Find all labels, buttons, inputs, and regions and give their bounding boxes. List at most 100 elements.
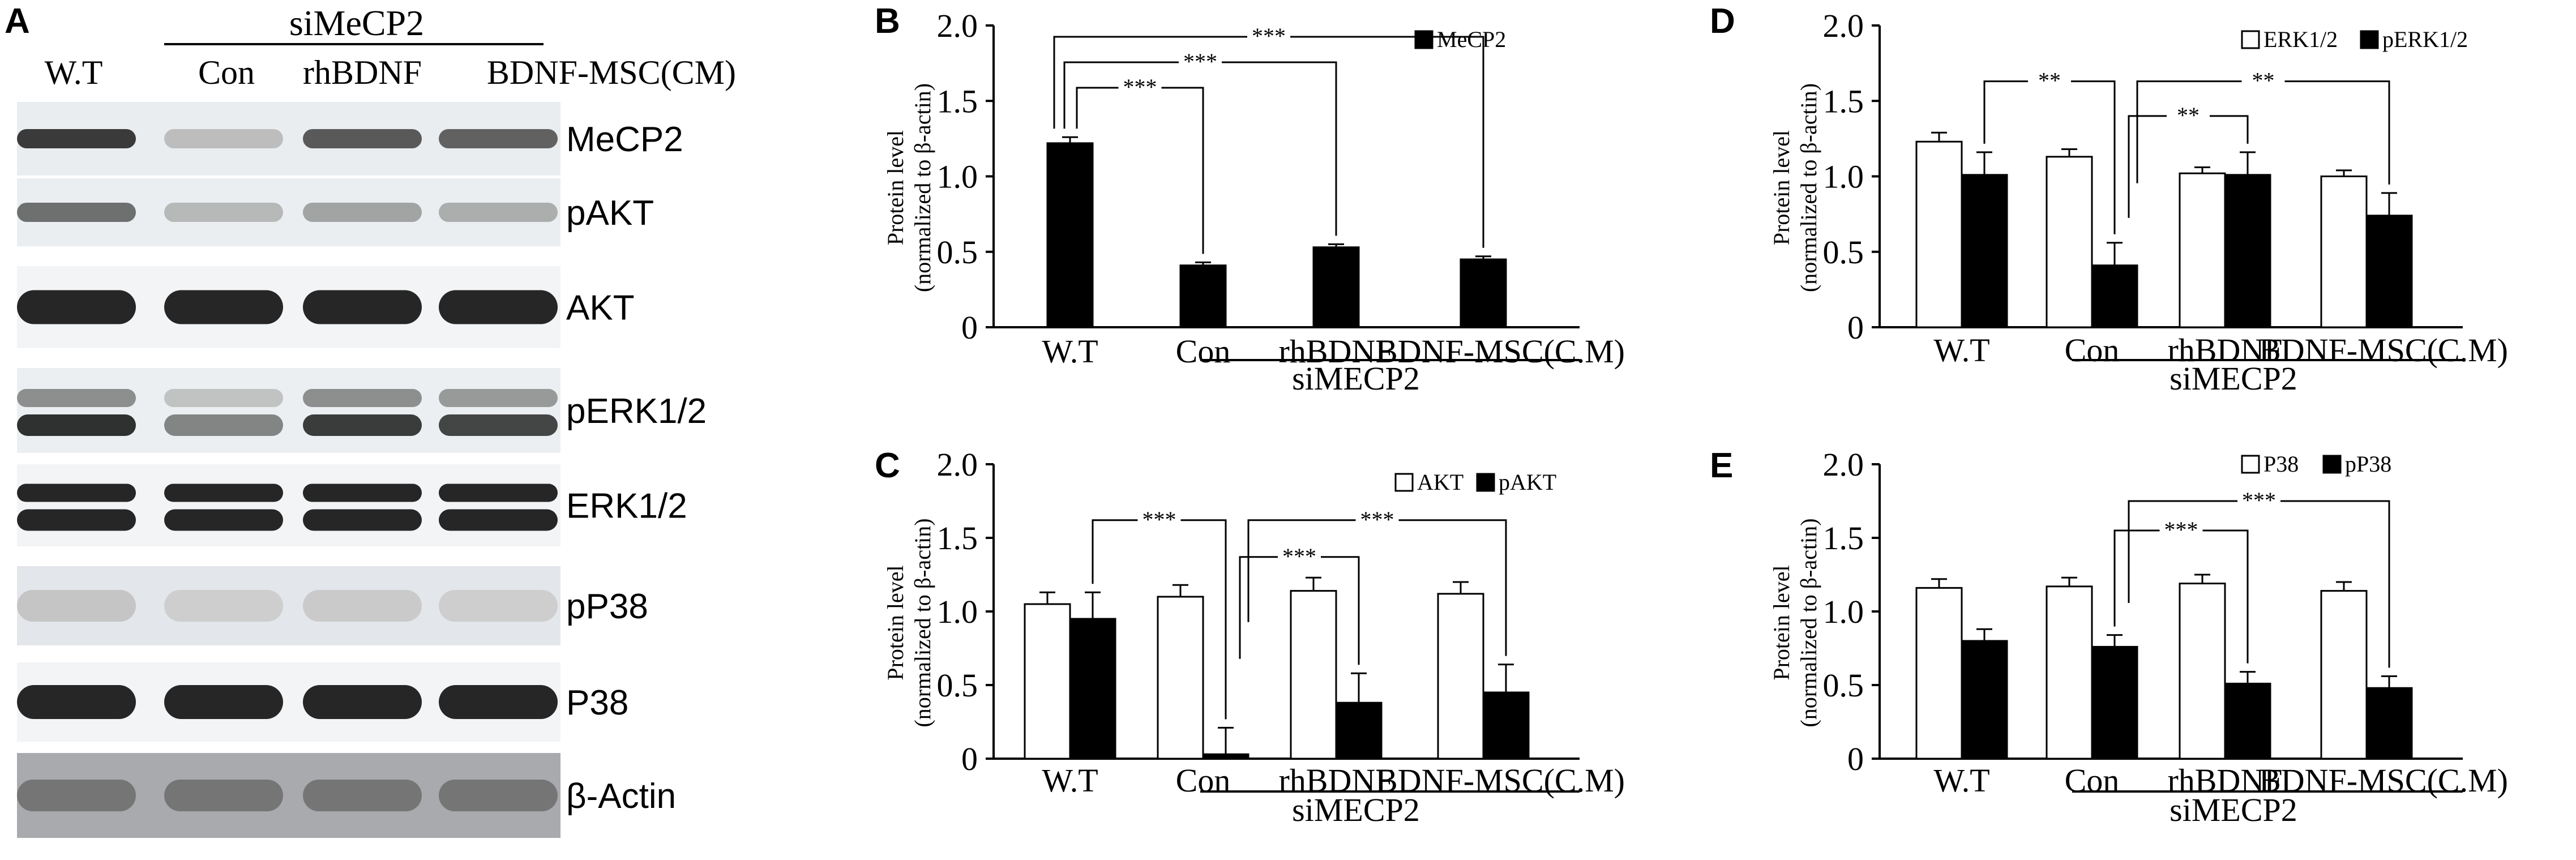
bracket-label-bg: [1137, 511, 1181, 529]
blot-row-background: [17, 464, 560, 546]
y-axis-label-secondary: (normalized to β-actin): [910, 83, 935, 292]
blot-row-label: pAKT: [566, 194, 654, 233]
panel-letter-d: D: [1710, 2, 1735, 41]
blot-row-label: pERK1/2: [566, 392, 707, 431]
blot-band: [439, 389, 558, 407]
y-tick-label: 0.5: [1823, 234, 1864, 271]
significance-bracket: ***: [1063, 49, 1337, 236]
blot-row: pERK1/2: [17, 368, 707, 453]
bar-akt: [1290, 590, 1337, 760]
blot-row: MeCP2: [17, 102, 683, 176]
legend-swatch: [1414, 30, 1434, 49]
significance-bracket: **: [2136, 68, 2390, 185]
blot-band: [17, 129, 136, 148]
blot-row: pP38: [17, 566, 648, 645]
y-tick-label: 1.0: [1823, 159, 1864, 195]
chart-panel-e: E 0 0.5 1.0 1.5 2.0 Protein level (normalized t…: [1710, 446, 2508, 828]
bar-pakt: [1335, 701, 1383, 760]
blot-band: [17, 414, 136, 436]
significance-bracket: **: [2128, 102, 2249, 218]
y-tick-label: 0.5: [937, 667, 978, 704]
x-tick-label: W.T: [1042, 333, 1098, 370]
bar-mecp2: [1179, 264, 1227, 328]
blot-band: [17, 780, 136, 811]
significance-label: **: [2038, 68, 2061, 93]
bracket-label-bg: [2167, 106, 2210, 125]
blot-band: [303, 780, 422, 811]
bracket-label-bg: [1118, 79, 1162, 97]
blot-row-label: ERK1/2: [566, 487, 687, 526]
legend-label: P38: [2263, 451, 2299, 477]
blot-band: [439, 685, 558, 719]
y-tick-label: 0: [1847, 741, 1864, 777]
blot-band: [17, 389, 136, 407]
blot-band: [303, 203, 422, 222]
bar-pp38: [2365, 687, 2413, 760]
blot-lane-label: W.T: [45, 54, 103, 91]
y-axis-label: Protein level: [1769, 565, 1794, 680]
blot-lane-labels: W.T Con rhBDNF BDNF-MSC(CM): [45, 54, 736, 91]
blot-band: [17, 590, 136, 622]
x-tick-label: Con: [2065, 762, 2120, 799]
panel-letter-e: E: [1710, 446, 1733, 485]
significance-bracket: ***: [2113, 517, 2249, 664]
chart-panel-b: B 0 0.5 1.0 1.5 2.0 Protein level (normalized t…: [875, 2, 1625, 397]
bar-erk1-2: [2046, 156, 2093, 328]
y-tick-label: 2.0: [937, 7, 978, 44]
blot-band: [17, 509, 136, 531]
western-blot-panel: A siMeCP2 W.T Con rhBDNF BDNF-MSC(CM) MeCP2…: [5, 2, 736, 838]
blot-band: [164, 509, 283, 531]
blot-band: [439, 129, 558, 148]
y-tick-label: 2.0: [937, 446, 978, 483]
bar-erk1-2: [2320, 176, 2368, 328]
blot-band: [164, 290, 283, 324]
x-tick-label: Con: [2065, 332, 2120, 369]
x-tick-label: BDNF-MSC(C.M): [2259, 332, 2508, 369]
legend-label: pP38: [2345, 451, 2391, 477]
y-axis-label-secondary: (normalized to β-actin): [1796, 83, 1821, 292]
significance-bracket: ***: [1247, 507, 1507, 656]
group-label: siMECP2: [1292, 360, 1420, 397]
significance-label: ***: [1183, 49, 1217, 74]
blot-row: P38: [17, 662, 628, 742]
blot-row-label: β-Actin: [566, 777, 676, 816]
legend-swatch: [2241, 30, 2260, 49]
blot-row-label: P38: [566, 683, 628, 722]
blot-band: [164, 590, 283, 622]
blot-group-label: siMeCP2: [289, 3, 424, 43]
significance-label: **: [2252, 68, 2275, 93]
legend-label: AKT: [1417, 469, 1464, 495]
blot-band: [164, 389, 283, 407]
bracket-label-bg: [2159, 521, 2203, 540]
x-tick-label: rhBDNF: [2167, 332, 2282, 369]
bracket-label-bg: [2237, 492, 2280, 510]
blot-band: [164, 685, 283, 719]
y-axis-label-secondary: (normalized to β-actin): [1796, 518, 1821, 727]
y-tick-label: 1.0: [937, 593, 978, 630]
y-tick-label: 2.0: [1823, 446, 1864, 483]
y-axis-label: Protein level: [883, 130, 908, 245]
significance-label: ***: [2242, 487, 2276, 513]
bar-perk1-2: [1961, 174, 2008, 328]
bar-p38: [2320, 590, 2368, 760]
bar-perk1-2: [2365, 215, 2413, 328]
x-tick-label: rhBDNF: [1278, 333, 1393, 370]
bar-pakt: [1069, 618, 1116, 760]
y-tick-label: 0.5: [1823, 667, 1864, 704]
y-axis-label: Protein level: [883, 565, 908, 680]
significance-label: **: [2177, 102, 2200, 128]
blot-band: [303, 484, 422, 502]
x-tick-label: rhBDNF: [2167, 762, 2282, 799]
blot-band: [17, 484, 136, 502]
blot-band: [17, 290, 136, 324]
blot-row: AKT: [17, 266, 635, 348]
blot-band: [439, 780, 558, 811]
bar-p38: [1915, 587, 1963, 760]
legend-label: pERK1/2: [2382, 27, 2468, 52]
x-tick-label: BDNF-MSC(C.M): [1376, 333, 1625, 370]
y-tick-label: 1.0: [937, 159, 978, 195]
y-tick-label: 1.5: [937, 520, 978, 557]
y-tick-label: 2.0: [1823, 7, 1864, 44]
bar-p38: [2179, 583, 2226, 760]
